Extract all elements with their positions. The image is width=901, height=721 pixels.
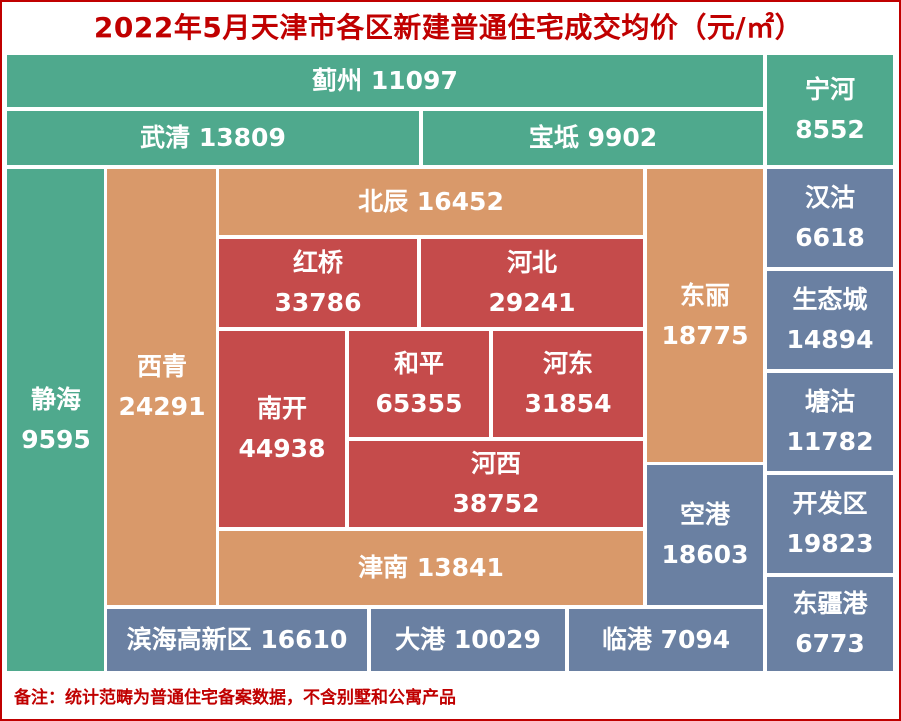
cell-label: 大港 10029 <box>395 620 541 660</box>
treemap-cell: 南开 44938 <box>216 328 348 530</box>
cell-value: 18603 <box>661 540 749 569</box>
cell-value: 6773 <box>795 629 865 658</box>
treemap-cell: 滨海高新区 16610 <box>104 606 370 674</box>
treemap-cell: 宝坻 9902 <box>420 108 766 168</box>
treemap-cell: 静海 9595 <box>4 166 108 674</box>
cell-value: 16610 <box>260 625 348 654</box>
cell-name: 东疆港 <box>792 589 868 618</box>
footnote: 备注：统计范畴为普通住宅备案数据，不含别墅和公寓产品 <box>14 688 456 708</box>
cell-name: 河西 <box>470 449 521 478</box>
treemap-cell: 开发区 19823 <box>764 472 896 576</box>
cell-label: 北辰 16452 <box>358 182 504 222</box>
cell-label: 宝坻 9902 <box>529 118 657 158</box>
cell-value: 24291 <box>118 392 206 421</box>
cell-value: 13809 <box>198 123 286 152</box>
cell-value: 44938 <box>238 434 326 463</box>
cell-value: 38752 <box>452 489 540 518</box>
cell-value: 11782 <box>786 427 874 456</box>
cell-name: 静海 <box>30 385 81 414</box>
cell-name: 开发区 <box>792 489 868 518</box>
cell-name: 河东 <box>542 349 593 378</box>
treemap-cell: 东丽 18775 <box>644 166 766 466</box>
cell-name: 武清 <box>140 123 191 152</box>
cell-label: 武清 13809 <box>140 118 286 158</box>
cell-value: 14894 <box>786 325 874 354</box>
cell-value: 7094 <box>660 625 731 654</box>
cell-value: 19823 <box>786 529 874 558</box>
cell-value: 11097 <box>370 66 458 95</box>
treemap-cell: 河西 38752 <box>346 438 646 530</box>
cell-label: 津南 13841 <box>358 548 504 588</box>
cell-name: 河北 <box>506 248 557 277</box>
cell-value: 10029 <box>453 625 541 654</box>
cell-name: 大港 <box>395 625 446 654</box>
treemap-cell: 蓟州 11097 <box>4 52 766 110</box>
cell-value: 6618 <box>795 223 865 252</box>
cell-label: 滨海高新区 16610 <box>127 620 348 660</box>
cell-name: 蓟州 <box>312 66 363 95</box>
cell-name: 临港 <box>601 625 652 654</box>
cell-value: 18775 <box>661 321 749 350</box>
cell-name: 生态城 <box>792 285 868 314</box>
cell-value: 31854 <box>524 389 612 418</box>
cell-name: 空港 <box>679 500 730 529</box>
cell-value: 9902 <box>587 123 658 152</box>
treemap-cell: 津南 13841 <box>216 528 646 608</box>
cell-value: 33786 <box>274 288 362 317</box>
treemap-cell: 生态城 14894 <box>764 268 896 372</box>
cell-value: 29241 <box>488 288 576 317</box>
treemap-cell: 空港 18603 <box>644 462 766 608</box>
cell-name: 汉沽 <box>804 183 855 212</box>
treemap-cell: 汉沽 6618 <box>764 166 896 270</box>
cell-name: 和平 <box>393 349 444 378</box>
treemap-cell: 河北 29241 <box>418 236 646 330</box>
treemap-cell: 北辰 16452 <box>216 166 646 238</box>
treemap-cell: 塘沽 11782 <box>764 370 896 474</box>
cell-name: 宝坻 <box>528 123 579 152</box>
cell-name: 东丽 <box>679 281 730 310</box>
cell-name: 西青 <box>136 352 187 381</box>
treemap-cell: 红桥 33786 <box>216 236 420 330</box>
cell-value: 16452 <box>416 187 504 216</box>
treemap-cell: 武清 13809 <box>4 108 422 168</box>
cell-value: 65355 <box>375 389 463 418</box>
cell-label: 临港 7094 <box>602 620 730 660</box>
cell-name: 塘沽 <box>804 387 855 416</box>
treemap-cell: 大港 10029 <box>368 606 568 674</box>
treemap-cell: 河东 31854 <box>490 328 646 440</box>
cell-name: 南开 <box>256 394 307 423</box>
treemap-cell: 西青 24291 <box>104 166 220 608</box>
cell-name: 津南 <box>358 553 409 582</box>
cell-name: 滨海高新区 <box>126 625 252 654</box>
cell-value: 8552 <box>795 115 865 144</box>
cell-value: 9595 <box>21 425 91 454</box>
chart-title: 2022年5月天津市各区新建普通住宅成交均价（元/㎡） <box>93 11 804 44</box>
treemap-cell: 和平 65355 <box>346 328 492 440</box>
treemap-cell: 东疆港 6773 <box>764 574 896 674</box>
cell-name: 红桥 <box>292 248 343 277</box>
cell-name: 北辰 <box>358 187 409 216</box>
treemap-cell: 宁河 8552 <box>764 52 896 168</box>
cell-value: 13841 <box>416 553 504 582</box>
cell-label: 蓟州 11097 <box>312 61 458 101</box>
cell-name: 宁河 <box>804 75 855 104</box>
treemap-cell: 临港 7094 <box>566 606 766 674</box>
